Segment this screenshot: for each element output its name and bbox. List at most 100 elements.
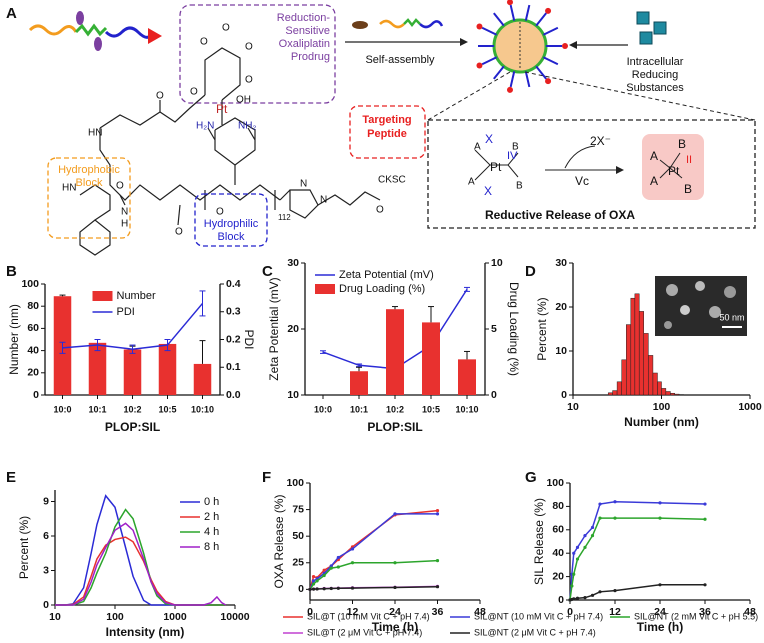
label-line: Peptide bbox=[367, 128, 407, 140]
y2-axis-title: PDI bbox=[242, 329, 256, 349]
ligand: X bbox=[485, 132, 493, 146]
marker bbox=[658, 583, 662, 587]
bar bbox=[88, 342, 107, 395]
ligand: A bbox=[650, 174, 658, 188]
y-tick-label: 0 bbox=[561, 389, 567, 401]
histogram-bar bbox=[634, 293, 640, 396]
atom: N bbox=[320, 195, 327, 206]
marker bbox=[598, 516, 602, 520]
micelle-chain bbox=[509, 71, 516, 88]
atom: O bbox=[216, 207, 224, 218]
marker bbox=[613, 589, 617, 593]
marker bbox=[350, 561, 355, 565]
ligand: B bbox=[516, 181, 523, 192]
bar bbox=[350, 371, 368, 395]
atom: H₂N bbox=[196, 121, 214, 132]
x-tick-label: 10:0 bbox=[314, 404, 332, 414]
label-line: Oxaliplatin bbox=[279, 38, 330, 50]
marker bbox=[598, 502, 602, 506]
label-line: Substances bbox=[626, 82, 684, 94]
marker bbox=[336, 555, 340, 560]
x-tick-label: 36 bbox=[699, 606, 711, 618]
line bbox=[55, 508, 226, 606]
legend-label: SIL@NT (2 μM Vit C + pH 7.4) bbox=[474, 627, 596, 637]
y-tick-label: 0 bbox=[558, 594, 564, 606]
histogram-bar bbox=[626, 324, 632, 396]
y-axis-title: Zeta Potential (mV) bbox=[267, 277, 281, 380]
panel-label: D bbox=[525, 263, 536, 280]
x-axis-title: Time (h) bbox=[372, 620, 418, 634]
marker bbox=[572, 572, 576, 576]
atom: HN bbox=[88, 128, 102, 139]
y-tick-label: 80 bbox=[552, 500, 564, 512]
atom: Pt bbox=[216, 102, 228, 116]
panel-label: A bbox=[6, 5, 17, 22]
marker bbox=[311, 582, 316, 586]
marker bbox=[590, 525, 595, 530]
histogram-bar bbox=[648, 355, 654, 396]
line bbox=[569, 517, 706, 601]
y2-tick-label: 0.0 bbox=[226, 389, 241, 401]
x-tick-label: 12 bbox=[609, 606, 621, 618]
micelle-peptide bbox=[506, 86, 513, 93]
structure bbox=[79, 47, 381, 256]
micelle-peptide bbox=[545, 78, 552, 85]
x-axis-title: PLOP:SIL bbox=[105, 420, 160, 434]
polymer-icon bbox=[379, 18, 444, 29]
y-axis-title: Percent (%) bbox=[17, 516, 31, 579]
marker bbox=[575, 557, 580, 561]
metal: Pt bbox=[668, 164, 680, 178]
x-tick-label: 24 bbox=[654, 606, 666, 618]
x-tick-label: 10:0 bbox=[53, 404, 71, 414]
micelle-chain bbox=[493, 65, 505, 80]
x-tick-label: 48 bbox=[474, 606, 486, 618]
legend-label: 4 h bbox=[204, 526, 219, 538]
marker bbox=[315, 579, 319, 583]
x-tick-label: 100 bbox=[106, 611, 124, 623]
micelle-chain bbox=[524, 4, 531, 21]
release-box bbox=[427, 119, 756, 229]
marker bbox=[583, 596, 587, 600]
micelle-chain bbox=[481, 56, 498, 66]
x-tick-label: 100 bbox=[653, 401, 671, 413]
label-line: Block bbox=[218, 231, 245, 243]
histogram-bar bbox=[621, 359, 627, 396]
x-tick-label: 1000 bbox=[738, 401, 762, 413]
histogram-bar bbox=[657, 381, 662, 396]
atom: 112 bbox=[278, 213, 291, 222]
x-tick-label: 24 bbox=[389, 606, 401, 618]
legend-label: 0 h bbox=[204, 496, 219, 508]
y-tick-label: 75 bbox=[292, 503, 304, 515]
targeting-box bbox=[349, 105, 426, 159]
bar bbox=[193, 363, 212, 395]
histogram-bar bbox=[674, 393, 680, 396]
x-tick-label: 0 bbox=[307, 606, 313, 618]
histogram-bar bbox=[630, 297, 636, 396]
arrowhead bbox=[460, 38, 468, 46]
atom: N bbox=[300, 179, 307, 190]
marker bbox=[435, 509, 440, 513]
x-tick-label: 10:5 bbox=[422, 404, 440, 414]
micelle-peptide bbox=[545, 7, 552, 14]
marker bbox=[613, 500, 617, 504]
x-axis-title: Number (nm) bbox=[624, 415, 699, 429]
micelle-chain bbox=[509, 4, 516, 21]
micelle-peptide bbox=[506, 0, 513, 6]
atom: CKSC bbox=[378, 175, 406, 186]
marker bbox=[590, 534, 595, 538]
y-tick-label: 10 bbox=[555, 345, 567, 357]
marker bbox=[393, 512, 397, 516]
bar bbox=[158, 343, 177, 395]
reductant: Vc bbox=[575, 174, 589, 188]
micelle-chain bbox=[542, 56, 559, 66]
x-tick-label: 10000 bbox=[220, 611, 249, 623]
label-line: Targeting bbox=[362, 114, 411, 126]
legend-label: PDI bbox=[117, 306, 135, 318]
atom: NH₂ bbox=[238, 121, 256, 132]
y-tick-label: 40 bbox=[552, 547, 564, 559]
ligand: A bbox=[650, 149, 658, 163]
y2-tick-label: 0.4 bbox=[226, 278, 241, 290]
label-line: Hydrophilic bbox=[204, 218, 259, 230]
y2-tick-label: 0.2 bbox=[226, 333, 241, 345]
atom: O bbox=[116, 181, 124, 192]
